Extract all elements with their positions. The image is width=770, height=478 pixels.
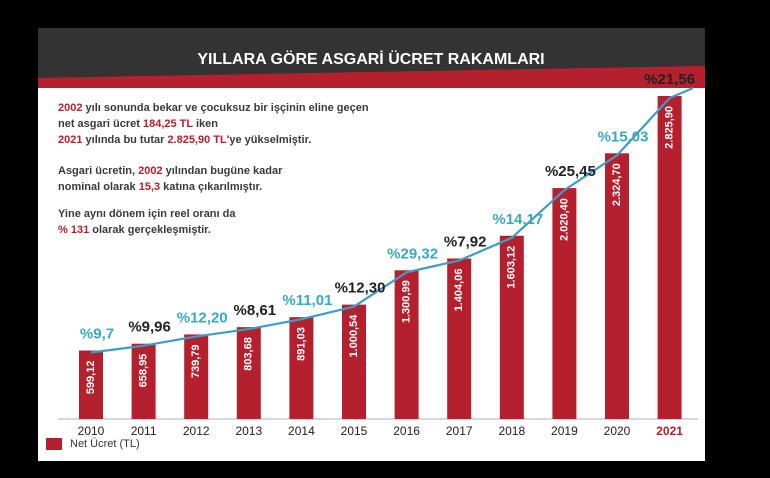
bar-value-label: 599,12 [85, 361, 97, 395]
bar-2015 [342, 304, 366, 419]
bar-value-label: 739,79 [190, 344, 202, 378]
percentage-label: %29,32 [387, 245, 438, 262]
bar-value-label: 658,95 [138, 354, 150, 388]
bar-2010 [79, 350, 103, 419]
bar-value-label: 803,68 [243, 337, 255, 371]
percentage-label: %12,20 [177, 309, 228, 326]
chart-svg: YILLARA GÖRE ASGARİ ÜCRET RAKAMLARI 599,… [38, 28, 705, 438]
header-angled-bottom [38, 88, 705, 100]
percentage-label: %14,17 [492, 211, 543, 228]
chart-panel: YILLARA GÖRE ASGARİ ÜCRET RAKAMLARI 599,… [38, 28, 705, 461]
bar-2017 [447, 258, 472, 419]
x-tick-label: 2017 [446, 424, 473, 438]
x-tick-label: 2016 [393, 424, 420, 438]
bar-value-label: 1.300,99 [401, 280, 413, 323]
bar-value-label: 2.324,70 [611, 163, 623, 206]
bar-2013 [236, 327, 261, 419]
bar-2012 [184, 334, 209, 419]
x-tick-label: 2020 [604, 424, 631, 438]
x-tick-label: 2012 [183, 424, 210, 438]
percentage-label: %25,45 [545, 163, 596, 180]
bar-value-label: 1.000,54 [348, 314, 360, 358]
percentage-label: %12,30 [335, 280, 386, 297]
chart-title: YILLARA GÖRE ASGARİ ÜCRET RAKAMLARI [197, 49, 544, 68]
percentage-label: %9,7 [80, 326, 114, 343]
bar-2014 [289, 317, 314, 419]
bar-value-label: 2.020,40 [558, 198, 570, 241]
bar-2011 [131, 343, 156, 419]
percentage-line [90, 86, 694, 354]
percentage-label: %9,96 [128, 319, 171, 336]
red-wave-edge [38, 66, 705, 88]
percentage-label: %7,92 [444, 234, 487, 251]
bar-2020 [605, 153, 629, 419]
x-tick-label: 2018 [498, 424, 525, 438]
percentage-label: %8,61 [234, 302, 277, 319]
bar-value-label: 1.404,06 [453, 269, 465, 312]
bar-2016 [394, 270, 419, 419]
bar-2018 [499, 235, 524, 419]
bar-value-label: 1.603,12 [506, 246, 518, 289]
bar-value-label: 891,03 [295, 327, 307, 361]
note-paragraph-2: Asgari ücretin, 2002 yılından bugüne kad… [58, 165, 283, 193]
percentage-label: %11,01 [282, 292, 332, 309]
note-paragraph-3: Yine aynı dönem için reel oranı da % 131… [58, 208, 236, 236]
legend-label: Net Ücret (TL) [70, 438, 140, 450]
x-tick-label: 2021 [656, 424, 683, 438]
legend-swatch [46, 438, 62, 450]
x-tick-label: 2019 [551, 424, 578, 438]
bar-value-label: 2.825,90 [664, 106, 676, 149]
x-tick-label: 2013 [235, 424, 262, 438]
percentage-label: %21,56 [644, 71, 695, 88]
legend: Net Ücret (TL) [46, 438, 140, 450]
x-tick-label: 2014 [288, 424, 315, 438]
bar-2019 [552, 188, 577, 419]
x-tick-label: 2010 [78, 424, 105, 438]
bar-2021 [657, 96, 682, 419]
note-paragraph-1: 2002 yılı sonunda bekar ve çocuksuz bir … [58, 102, 369, 146]
x-tick-label: 2015 [341, 424, 368, 438]
percentage-label: %15,03 [598, 128, 649, 145]
x-tick-label: 2011 [131, 424, 157, 438]
